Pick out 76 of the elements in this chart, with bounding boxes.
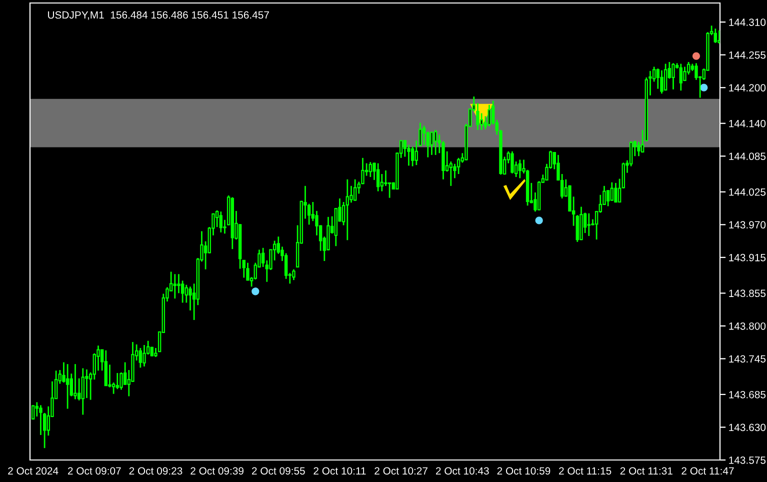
candlestick (120, 372, 123, 390)
candlestick (672, 62, 675, 90)
candlestick (660, 70, 664, 94)
x-tick-label: 2 Oct 09:07 (68, 467, 121, 475)
x-tick-label: 2 Oct 11:15 (559, 467, 612, 475)
candlestick (380, 173, 384, 192)
candlestick (292, 268, 296, 281)
candlestick (142, 344, 146, 368)
candlestick (81, 368, 85, 416)
candlestick (346, 178, 350, 241)
y-tick-label: 143.800 (729, 322, 766, 330)
x-tick-label: 2 Oct 11:31 (620, 467, 672, 475)
candlestick (219, 210, 223, 234)
y-tick-label: 143.575 (729, 456, 766, 464)
candlestick (606, 189, 610, 207)
candlestick (664, 63, 668, 92)
y-tick-label: 144.025 (729, 188, 766, 196)
candlestick (718, 30, 720, 44)
point (252, 288, 260, 296)
x-tick-label: 2 Oct 10:11 (314, 467, 366, 475)
candlestick (434, 129, 438, 156)
candlestick (66, 363, 70, 410)
candlestick (74, 363, 77, 400)
candlestick (488, 104, 491, 128)
point (535, 216, 543, 224)
y-tick-label: 143.745 (729, 355, 766, 363)
point (700, 84, 708, 92)
candlestick (714, 28, 718, 44)
x-tick-label: 2 Oct 2024 (8, 467, 58, 475)
candlestick (173, 273, 177, 300)
y-tick-label: 144.085 (729, 152, 766, 160)
candlestick (116, 372, 120, 390)
candlestick (138, 347, 142, 368)
candlestick (679, 63, 683, 92)
candlestick (683, 66, 686, 82)
y-tick-label: 143.855 (729, 290, 766, 298)
candlestick (656, 68, 660, 90)
candlestick (384, 170, 388, 187)
candlestick (637, 141, 640, 157)
candlestick (614, 182, 618, 204)
y-tick-label: 144.140 (729, 120, 766, 128)
x-tick-label: 2 Oct 09:39 (190, 467, 244, 475)
candlestick (108, 364, 112, 388)
candlestick (480, 112, 484, 131)
point (692, 52, 700, 60)
x-tick-label: 2 Oct 10:59 (497, 467, 550, 475)
candlestick (518, 159, 522, 179)
candlestick (353, 178, 357, 202)
candlestick (456, 157, 460, 175)
y-tick-label: 143.970 (729, 221, 766, 229)
candlestick (39, 404, 42, 436)
y-tick-label: 143.630 (729, 424, 766, 432)
x-tick-label: 2 Oct 09:23 (129, 467, 182, 475)
candlestick (31, 404, 35, 420)
y-tick-label: 143.915 (729, 254, 766, 262)
y-tick-label: 144.310 (729, 18, 766, 26)
candlestick (510, 150, 514, 174)
candlestick (694, 62, 698, 81)
x-tick-label: 2 Oct 10:43 (436, 467, 489, 475)
y-tick-label: 143.685 (729, 390, 766, 398)
candlestick (610, 182, 614, 202)
candlestick (388, 182, 392, 199)
candlestick (376, 162, 380, 192)
candlestick (368, 161, 372, 178)
y-tick-label: 144.200 (729, 84, 766, 92)
candlestick (242, 260, 246, 278)
candlestick (407, 144, 410, 166)
text: USDJPY,M1 156.484 156.486 156.451 156.457 (48, 11, 269, 20)
y-tick-label: 144.255 (729, 51, 766, 59)
x-tick-label: 2 Oct 10:27 (374, 467, 428, 475)
x-tick-label: 2 Oct 09:55 (252, 467, 305, 475)
candlestick (177, 273, 180, 294)
candlestick (587, 212, 591, 237)
candlestick (430, 131, 434, 156)
candlestick (104, 350, 108, 386)
x-tick-label: 2 Oct 11:47 (682, 467, 734, 475)
